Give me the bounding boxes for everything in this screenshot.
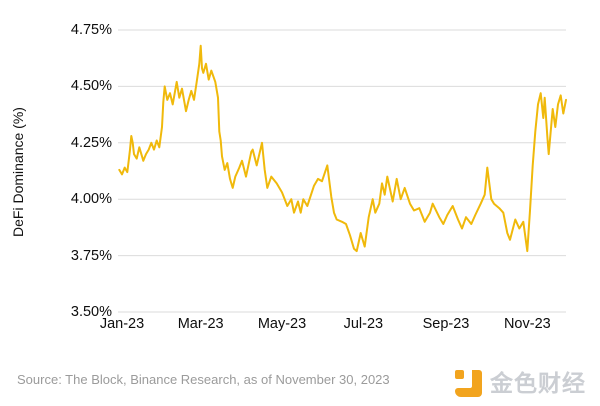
y-tick-label: 4.00% <box>70 191 112 208</box>
jinse-logo-text: 金色财经 <box>490 369 586 396</box>
defi-dominance-line <box>118 44 567 253</box>
source-caption: Source: The Block, Binance Research, as … <box>17 372 390 387</box>
x-tick-label: Sep-23 <box>422 316 470 332</box>
x-tick-label: Nov-23 <box>503 316 551 332</box>
x-tick-label: Mar-23 <box>177 316 224 332</box>
x-tick-label: May-23 <box>257 316 307 332</box>
gridlines <box>118 29 566 313</box>
x-tick-label: Jan-23 <box>99 316 145 332</box>
y-tick-label: 4.50% <box>70 78 112 95</box>
y-tick-label: 4.75% <box>70 22 112 38</box>
jinse-logo-icon <box>454 369 483 398</box>
y-tick-label: 3.50% <box>70 304 112 320</box>
x-tick-label: Jul-23 <box>343 316 384 332</box>
y-axis-title: DeFi Dominance (%) <box>10 107 26 237</box>
jinse-finance-logo: 金色财经 <box>454 366 586 400</box>
y-tick-label: 3.75% <box>70 247 112 264</box>
y-tick-label: 4.25% <box>70 134 112 151</box>
